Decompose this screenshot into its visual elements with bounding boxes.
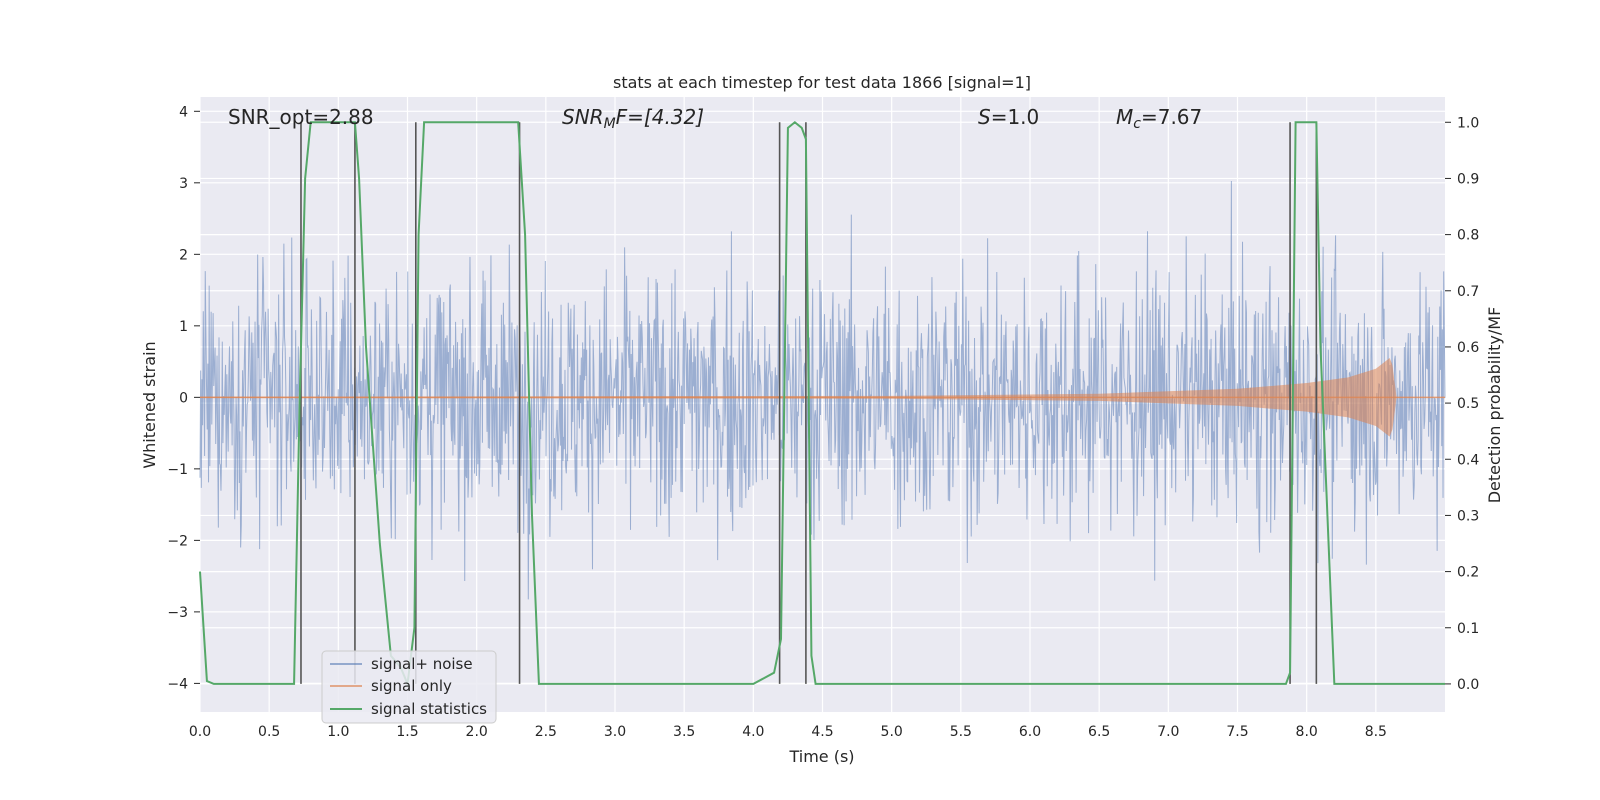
left-tick-label: −2: [167, 533, 188, 549]
x-tick-label: 1.5: [396, 724, 418, 740]
x-tick-label: 7.0: [1157, 724, 1179, 740]
annotation-mc: Mc=7.67: [1116, 105, 1202, 132]
right-axis-ticks: 1.0 0.9 0.8 0.7 0.6 0.5 0.4 0.3 0.2 0.1 0.0: [1445, 115, 1479, 693]
left-tick-label: −1: [167, 462, 188, 478]
x-tick-label: 6.5: [1088, 724, 1110, 740]
left-tick-label: 2: [179, 247, 188, 263]
grid: [199, 97, 1445, 712]
left-tick-label: −3: [167, 605, 188, 621]
noise-trace: [199, 181, 1446, 600]
right-tick-label: 0.3: [1457, 508, 1479, 524]
right-tick-label: 0.4: [1457, 452, 1479, 468]
right-tick-label: 0.2: [1457, 565, 1479, 581]
x-tick-label: 4.5: [811, 724, 833, 740]
annotation-s: S=1.0: [978, 105, 1039, 129]
x-tick-label: 5.0: [881, 724, 903, 740]
series-signal-statistics: [199, 120, 1445, 688]
x-tick-label: 0.0: [189, 724, 211, 740]
x-axis-label: Time (s): [788, 747, 854, 766]
x-tick-label: 5.5: [950, 724, 972, 740]
left-tick-label: 1: [179, 319, 188, 335]
x-tick-label: 8.5: [1365, 724, 1387, 740]
x-tick-label: 2.5: [535, 724, 557, 740]
right-tick-label: 0.7: [1457, 284, 1479, 300]
series-signal-plus-noise: [199, 181, 1446, 600]
annotation-snr-opt: SNR_opt=2.88: [228, 105, 374, 129]
annotation-snr-mf: SNRMF=[4.32]: [562, 105, 704, 132]
x-tick-label: 7.5: [1226, 724, 1248, 740]
left-axis-label: Whitened strain: [140, 341, 159, 468]
x-axis-ticks: 0.0 0.5 1.0 1.5 2.0 2.5 3.0 3.5 4.0 4.5 5.0 5.5 6.0 6…: [189, 724, 1387, 740]
left-tick-label: −4: [167, 676, 188, 692]
x-tick-label: 2.0: [466, 724, 488, 740]
left-axis-ticks: 4 3 2 1 0 −1 −2 −3 −4: [167, 104, 200, 692]
x-tick-label: 4.0: [742, 724, 764, 740]
legend-label-signal: signal only: [371, 677, 452, 695]
x-tick-label: 8.0: [1296, 724, 1318, 740]
right-tick-label: 0.6: [1457, 340, 1479, 356]
series-signal-only: [200, 358, 1445, 437]
right-tick-label: 0.9: [1457, 171, 1479, 187]
right-tick-label: 1.0: [1457, 115, 1479, 131]
right-tick-label: 0.0: [1457, 677, 1479, 693]
legend-label-statistics: signal statistics: [371, 700, 487, 718]
x-tick-label: 0.5: [258, 724, 280, 740]
right-tick-label: 0.8: [1457, 228, 1479, 244]
left-tick-label: 4: [179, 104, 188, 120]
right-tick-label: 0.1: [1457, 621, 1479, 637]
right-tick-label: 0.5: [1457, 396, 1479, 412]
legend-label-noise: signal+ noise: [371, 655, 473, 673]
x-tick-label: 6.0: [1019, 724, 1041, 740]
chart-title: stats at each timestep for test data 186…: [613, 73, 1031, 92]
left-tick-label: 3: [179, 176, 188, 192]
right-axis-label: Detection probability/MF: [1485, 307, 1504, 504]
left-tick-label: 0: [179, 390, 188, 406]
x-tick-label: 3.0: [604, 724, 626, 740]
x-tick-label: 1.0: [327, 724, 349, 740]
legend-box: [321, 650, 497, 724]
statistic-line: [199, 120, 1445, 688]
x-tick-label: 3.5: [673, 724, 695, 740]
legend: signal+ noise signal only signal statist…: [321, 650, 497, 724]
